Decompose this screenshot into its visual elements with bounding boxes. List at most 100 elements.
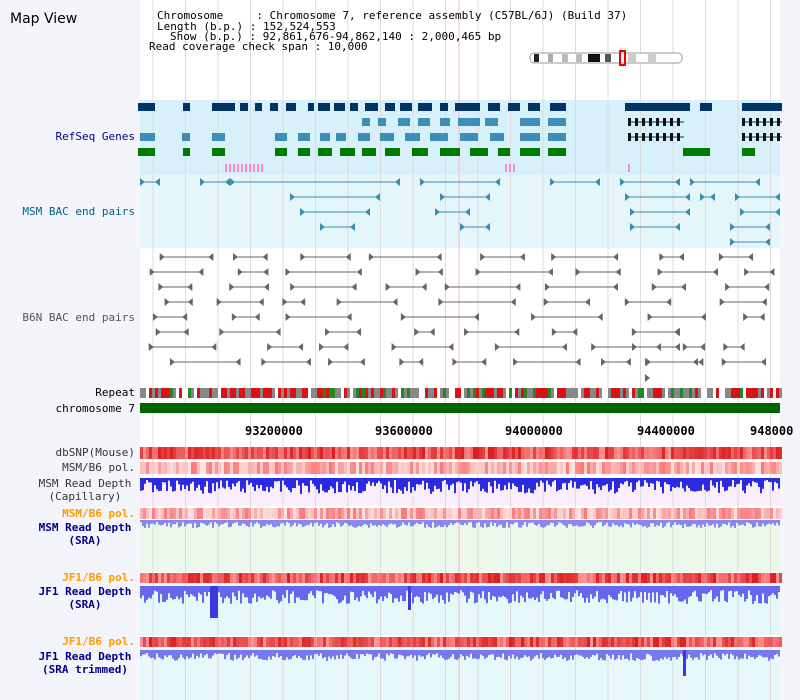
read-depth-bar bbox=[752, 478, 754, 482]
read-depth-bar bbox=[306, 586, 308, 601]
bac-end-arrow bbox=[680, 283, 686, 291]
msm-depth-cap-label[interactable]: MSM Read Depth (Capillary) bbox=[30, 477, 140, 503]
jf1-depth-sra-label[interactable]: JF1 Read Depth (SRA) bbox=[30, 585, 140, 611]
heatmap-cell bbox=[239, 573, 242, 583]
heatmap-cell bbox=[449, 388, 452, 398]
read-depth-bar bbox=[716, 520, 718, 524]
read-depth-bar bbox=[360, 520, 362, 527]
heatmap-cell bbox=[518, 508, 521, 519]
read-depth-bar bbox=[378, 478, 380, 481]
heatmap-cell bbox=[176, 573, 179, 583]
gene-glyph bbox=[418, 118, 430, 126]
dbsnp-track-label[interactable]: dbSNP(Mouse) bbox=[55, 446, 135, 459]
heatmap-cell bbox=[149, 388, 152, 398]
heatmap-cell bbox=[284, 388, 287, 398]
heatmap-cell bbox=[476, 573, 479, 583]
read-depth-bar bbox=[694, 520, 696, 524]
heatmap-cell bbox=[344, 508, 347, 519]
read-depth-bar bbox=[602, 478, 604, 486]
read-depth-bar bbox=[584, 650, 586, 659]
heatmap-cell bbox=[587, 388, 590, 398]
heatmap-cell bbox=[626, 388, 629, 398]
read-depth-bar bbox=[700, 586, 702, 602]
read-depth-bar bbox=[268, 586, 270, 597]
read-depth-bar bbox=[322, 650, 324, 659]
bac-end-arrow bbox=[765, 223, 770, 231]
gene-glyph bbox=[318, 148, 332, 156]
read-depth-bar bbox=[684, 586, 686, 600]
read-depth-bar bbox=[488, 478, 490, 483]
heatmap-cell bbox=[236, 462, 239, 474]
heatmap-cell bbox=[233, 447, 236, 459]
heatmap-cell bbox=[326, 388, 329, 398]
read-depth-bar bbox=[272, 586, 274, 591]
read-depth-bar bbox=[468, 586, 470, 599]
read-depth-bar bbox=[550, 650, 552, 659]
read-depth-bar bbox=[160, 478, 162, 491]
bac-end-arrow bbox=[743, 313, 749, 321]
heatmap-cell bbox=[581, 508, 584, 519]
read-depth-bar bbox=[290, 478, 292, 493]
read-depth-bar bbox=[448, 586, 450, 602]
read-depth-bar bbox=[642, 650, 644, 660]
heatmap-cell bbox=[521, 573, 524, 583]
bac-end-arrow bbox=[300, 253, 306, 261]
refseq-track-label[interactable]: RefSeq Genes bbox=[55, 130, 135, 143]
heatmap-cell bbox=[602, 462, 605, 474]
heatmap-cell bbox=[617, 637, 620, 647]
heatmap-cell bbox=[182, 388, 185, 398]
heatmap-cell bbox=[269, 388, 272, 398]
heatmap-cell bbox=[290, 508, 293, 519]
b6n-bac-track-label[interactable]: B6N BAC end pairs bbox=[22, 311, 135, 324]
read-depth-bar bbox=[382, 478, 384, 490]
read-depth-bar bbox=[454, 650, 456, 660]
read-depth-bar bbox=[534, 478, 536, 490]
jf1-b6-pol-2-label[interactable]: JF1/B6 pol. bbox=[62, 635, 135, 648]
jf1-depth-trim-label[interactable]: JF1 Read Depth (SRA trimmed) bbox=[20, 650, 150, 676]
msm-depth-sra-label[interactable]: MSM Read Depth (SRA) bbox=[30, 521, 140, 547]
heatmap-cell bbox=[761, 462, 764, 474]
heatmap-cell bbox=[551, 447, 554, 459]
heatmap-cell bbox=[458, 508, 461, 519]
heatmap-cell bbox=[692, 447, 695, 459]
heatmap-cell bbox=[620, 573, 623, 583]
read-depth-bar bbox=[686, 478, 688, 486]
gene-glyph bbox=[140, 133, 155, 141]
read-depth-bar bbox=[756, 478, 758, 483]
read-depth-bar bbox=[664, 650, 666, 658]
heatmap-cell bbox=[362, 447, 365, 459]
heatmap-cell bbox=[404, 388, 407, 398]
bac-end-arrow bbox=[325, 328, 331, 336]
read-depth-bar bbox=[610, 520, 612, 528]
heatmap-cell bbox=[368, 508, 371, 519]
heatmap-cell bbox=[605, 388, 608, 398]
ideogram-band bbox=[648, 54, 656, 62]
heatmap-cell bbox=[599, 388, 602, 398]
msm-b6-pol-2-label[interactable]: MSM/B6 pol. bbox=[62, 507, 135, 520]
read-depth-bar bbox=[600, 520, 602, 523]
read-depth-bar bbox=[586, 586, 588, 598]
bac-end-arrow bbox=[254, 313, 260, 321]
read-depth-bar bbox=[630, 520, 632, 528]
heatmap-cell bbox=[242, 447, 245, 459]
msm-b6-pol-label[interactable]: MSM/B6 pol. bbox=[62, 461, 135, 474]
bac-end-arrow bbox=[475, 268, 481, 276]
heatmap-cell bbox=[281, 508, 284, 519]
read-depth-bar bbox=[772, 650, 774, 660]
read-depth-bar bbox=[658, 520, 660, 526]
read-depth-bar bbox=[330, 520, 332, 528]
read-depth-bar bbox=[770, 478, 772, 483]
msm-bac-track-label[interactable]: MSM BAC end pairs bbox=[22, 205, 135, 218]
heatmap-cell bbox=[395, 388, 398, 398]
jf1-b6-pol-label[interactable]: JF1/B6 pol. bbox=[62, 571, 135, 584]
heatmap-cell bbox=[560, 508, 563, 519]
heatmap-cell bbox=[737, 637, 740, 647]
heatmap-cell bbox=[224, 508, 227, 519]
read-depth-bar bbox=[314, 520, 316, 524]
read-depth-bar bbox=[170, 650, 172, 656]
bac-end-arrow bbox=[591, 343, 597, 351]
read-depth-bar bbox=[482, 478, 484, 489]
bac-end-arrow bbox=[169, 358, 175, 366]
heatmap-cell bbox=[323, 388, 326, 398]
